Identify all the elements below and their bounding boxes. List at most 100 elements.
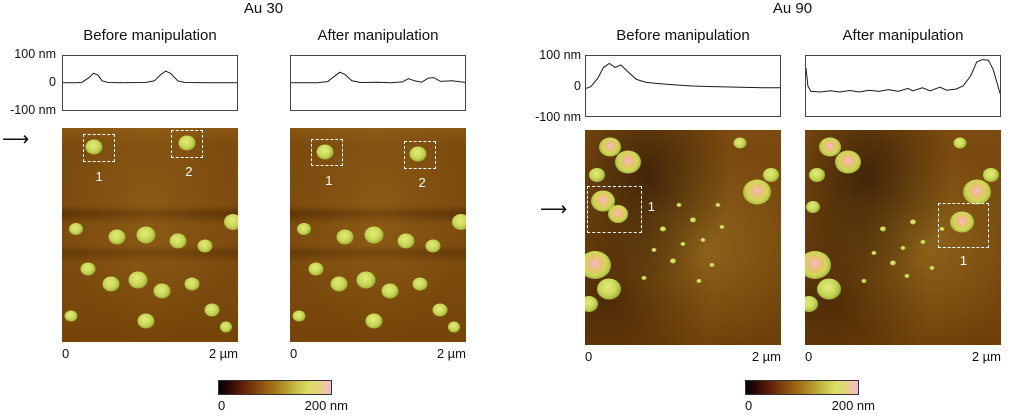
height-colorbar <box>218 380 332 395</box>
nanoparticle <box>680 241 686 246</box>
scale-label-right: 2 µm <box>436 346 466 361</box>
nanoparticle <box>805 201 820 214</box>
nanoparticle <box>330 276 348 292</box>
roi-label: 2 <box>185 164 193 180</box>
roi-box <box>83 134 116 163</box>
scale-label-left: 0 <box>290 346 298 361</box>
nanoparticle <box>670 258 677 264</box>
nanoparticle <box>819 137 842 157</box>
nanoparticle <box>153 283 171 299</box>
nanoparticle <box>204 303 220 317</box>
nanoparticle <box>80 262 96 276</box>
colorbar-min-label: 0 <box>745 398 753 413</box>
nanoparticle <box>904 274 910 279</box>
roi-box <box>586 185 642 234</box>
nanoparticle <box>397 233 415 249</box>
afm-image-before: 1 <box>585 130 781 345</box>
nanoparticle <box>709 263 715 268</box>
scale-label-right: 2 µm <box>971 349 1001 364</box>
nanoparticle <box>381 283 399 299</box>
height-profile-plot <box>290 55 466 111</box>
scale-label-right: 2 µm <box>751 349 781 364</box>
nanoparticle <box>615 150 642 174</box>
nanoparticle <box>900 246 906 251</box>
panel-title-au30: Au 30 <box>243 0 284 17</box>
nanoparticle <box>715 203 721 208</box>
colorbar-min-label: 0 <box>218 398 226 413</box>
nanoparticle <box>890 260 897 266</box>
nanoparticle <box>184 277 200 291</box>
scan-row-arrow-icon: ⟶ <box>2 129 30 150</box>
profile-trace <box>291 71 465 84</box>
nanoparticle <box>432 303 448 317</box>
height-profile-plot <box>805 55 1001 117</box>
nanoparticle <box>700 237 706 242</box>
nanoparticle <box>447 321 460 333</box>
nanoparticle <box>939 226 945 231</box>
y-axis-label-zero: 0 <box>574 79 581 93</box>
y-axis-label-bottom: -100 nm <box>535 110 581 124</box>
roi-box <box>938 203 990 249</box>
nanoparticle <box>909 219 916 225</box>
nanoparticle <box>108 229 126 245</box>
height-colorbar <box>745 380 859 395</box>
y-axis-label-top: 100 nm <box>539 48 581 62</box>
nanoparticle <box>963 179 992 205</box>
nanoparticle <box>689 217 696 223</box>
nanoparticle <box>409 146 427 162</box>
nanoparticle <box>451 214 466 231</box>
roi-label: 1 <box>325 172 333 188</box>
nanoparticle <box>660 226 667 232</box>
nanoparticle <box>835 150 862 174</box>
nanoparticle <box>805 296 818 313</box>
nanoparticle <box>219 321 232 333</box>
y-axis-label-zero: 0 <box>49 75 56 89</box>
nanoparticle <box>816 278 841 300</box>
nanoparticle <box>805 251 831 280</box>
nanoparticle <box>425 239 441 253</box>
nanoparticle <box>719 224 725 229</box>
nanoparticle <box>871 250 877 255</box>
nanoparticle <box>356 271 376 289</box>
nanoparticle <box>651 248 657 253</box>
nanoparticle <box>85 139 103 155</box>
nanoparticle <box>412 277 428 291</box>
nanoparticle <box>590 190 615 212</box>
scale-label-left: 0 <box>62 346 70 361</box>
y-axis-label-top: 100 nm <box>14 47 56 61</box>
roi-box <box>311 138 344 167</box>
height-profile-plot <box>62 55 238 111</box>
nanoparticle <box>588 168 605 183</box>
column-header-before: Before manipulation <box>616 27 750 44</box>
nanoparticle <box>953 137 967 149</box>
nanoparticle <box>364 226 384 244</box>
column-header-before: Before manipulation <box>83 27 217 44</box>
nanoparticle <box>178 135 196 151</box>
nanoparticle <box>292 310 306 322</box>
roi-label: 2 <box>418 175 426 191</box>
roi-label: 1 <box>95 168 103 184</box>
nanoparticle <box>137 313 155 329</box>
nanoparticle <box>880 226 887 232</box>
nanoparticle <box>929 265 935 270</box>
nanoparticle <box>64 310 78 322</box>
nanoparticle <box>136 226 156 244</box>
nanoparticle <box>861 278 867 283</box>
nanoparticle <box>983 168 1000 183</box>
nanoparticle <box>608 204 629 223</box>
nanoparticle <box>599 137 622 157</box>
nanoparticle <box>743 179 772 205</box>
roi-label: 1 <box>647 198 655 214</box>
height-profile-plot <box>585 55 781 117</box>
scale-label-left: 0 <box>585 349 593 364</box>
nanoparticle <box>920 239 926 244</box>
nanoparticle <box>308 262 324 276</box>
profile-trace <box>63 70 237 84</box>
nanoparticle <box>69 222 84 235</box>
scale-label-right: 2 µm <box>208 346 238 361</box>
nanoparticle <box>316 144 334 160</box>
colorbar-max-label: 200 nm <box>304 398 348 413</box>
nanoparticle <box>596 278 621 300</box>
